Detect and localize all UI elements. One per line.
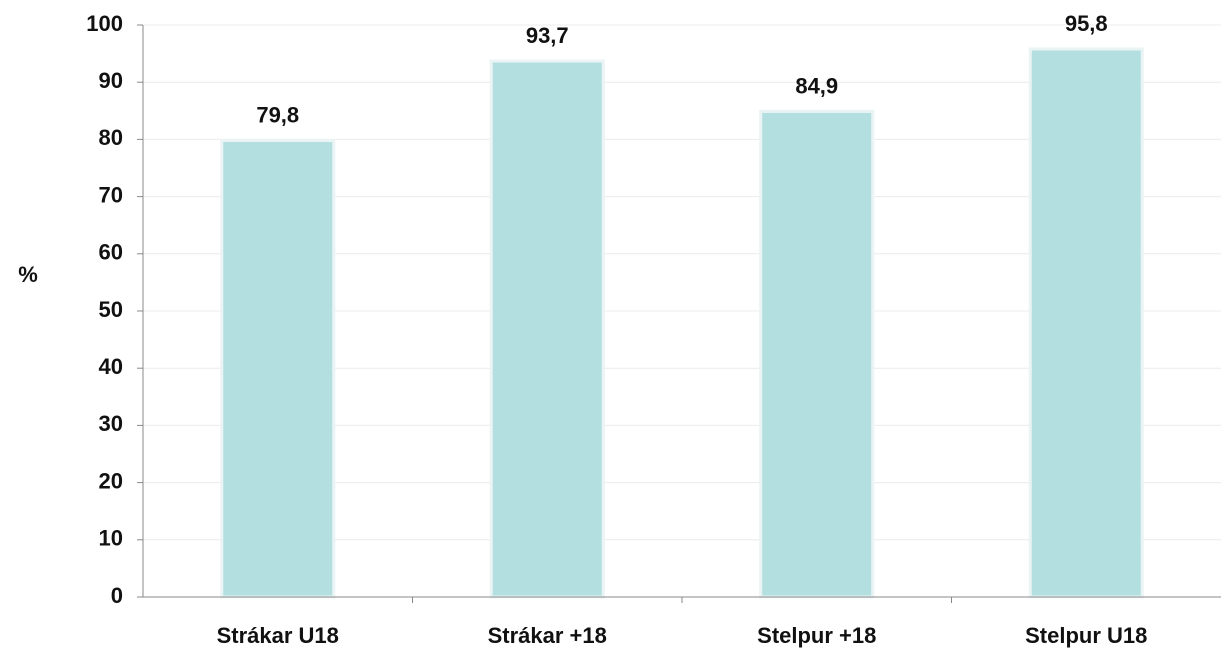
- y-tick-label: 20: [99, 468, 123, 493]
- bar: [220, 139, 336, 599]
- x-tick-labels: Strákar U18 Strákar +18 Stelpur +18 Stelpur…: [217, 623, 1148, 648]
- y-tick-label: 70: [99, 182, 123, 207]
- x-tick-label: Strákar +18: [488, 623, 607, 648]
- y-tick-label: 40: [99, 354, 123, 379]
- axes: [137, 24, 1221, 603]
- x-tick-label: Stelpur U18: [1025, 623, 1147, 648]
- bar: [1028, 47, 1144, 599]
- y-tick-label: 10: [99, 526, 123, 551]
- data-label: 79,8: [256, 103, 299, 128]
- y-tick-label: 30: [99, 411, 123, 436]
- y-tick-label: 80: [99, 125, 123, 150]
- y-tick-label: 60: [99, 240, 123, 265]
- bars: [220, 47, 1144, 599]
- y-tick-label: 100: [86, 11, 123, 36]
- data-label: 84,9: [795, 73, 838, 98]
- x-tick-label: Stelpur +18: [757, 623, 876, 648]
- x-tick-label: Strákar U18: [217, 623, 339, 648]
- bar: [489, 59, 605, 599]
- data-labels: 79,8 93,7 84,9 95,8: [256, 11, 1107, 128]
- y-tick-label: 0: [111, 583, 123, 608]
- y-tick-label: 90: [99, 68, 123, 93]
- y-axis-title: %: [18, 262, 38, 287]
- data-label: 93,7: [526, 23, 569, 48]
- bar: [759, 109, 875, 599]
- y-tick-label: 50: [99, 297, 123, 322]
- y-tick-labels: 0 10 20 30 40 50 60 70 80 90 100: [86, 11, 123, 608]
- data-label: 95,8: [1065, 11, 1108, 36]
